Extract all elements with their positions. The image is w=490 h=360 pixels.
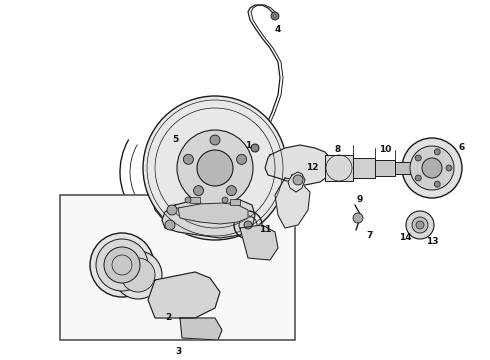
Polygon shape (148, 272, 220, 318)
Circle shape (222, 197, 228, 203)
Bar (325, 155, 353, 181)
Text: 7: 7 (367, 230, 373, 239)
Text: 1: 1 (245, 140, 251, 149)
Text: 8: 8 (335, 145, 341, 154)
Circle shape (104, 247, 140, 283)
Circle shape (210, 135, 220, 145)
Circle shape (185, 197, 191, 203)
Circle shape (177, 130, 253, 206)
Circle shape (237, 154, 246, 165)
Bar (375, 160, 395, 176)
Circle shape (446, 165, 452, 171)
Text: 13: 13 (426, 238, 438, 247)
Circle shape (402, 138, 462, 198)
Circle shape (114, 251, 162, 299)
Circle shape (410, 146, 454, 190)
Circle shape (415, 175, 421, 181)
Text: 6: 6 (459, 144, 465, 153)
Circle shape (226, 186, 237, 195)
Text: 10: 10 (379, 145, 391, 154)
Bar (190, 197, 200, 203)
Circle shape (96, 239, 148, 291)
Text: 11: 11 (259, 225, 271, 234)
Circle shape (194, 186, 203, 195)
Bar (395, 162, 420, 174)
Circle shape (353, 213, 363, 223)
Polygon shape (288, 172, 305, 192)
Circle shape (167, 205, 177, 215)
Circle shape (90, 233, 154, 297)
Polygon shape (162, 198, 255, 238)
Polygon shape (180, 318, 222, 340)
Circle shape (251, 144, 259, 152)
Circle shape (422, 158, 442, 178)
Text: 9: 9 (357, 195, 363, 204)
Circle shape (143, 96, 287, 240)
Text: 2: 2 (165, 314, 171, 323)
Text: 14: 14 (399, 234, 411, 243)
Circle shape (415, 155, 421, 161)
Bar (60, 195, 295, 340)
Circle shape (197, 150, 233, 186)
Text: 5: 5 (172, 135, 178, 144)
Circle shape (165, 220, 175, 230)
Text: 12: 12 (306, 163, 318, 172)
Polygon shape (178, 203, 248, 224)
Bar (230, 199, 240, 205)
Bar (353, 158, 375, 178)
Circle shape (293, 175, 303, 185)
Polygon shape (275, 178, 310, 228)
Circle shape (406, 211, 434, 239)
Circle shape (121, 258, 155, 292)
Circle shape (412, 217, 428, 233)
Text: 4: 4 (275, 26, 281, 35)
Circle shape (416, 221, 424, 229)
Circle shape (434, 149, 440, 155)
Polygon shape (265, 145, 330, 185)
Polygon shape (240, 225, 278, 260)
Circle shape (244, 221, 252, 229)
Circle shape (183, 154, 194, 165)
Circle shape (434, 181, 440, 187)
Text: 3: 3 (175, 347, 181, 356)
Circle shape (271, 12, 279, 20)
Polygon shape (148, 128, 205, 228)
